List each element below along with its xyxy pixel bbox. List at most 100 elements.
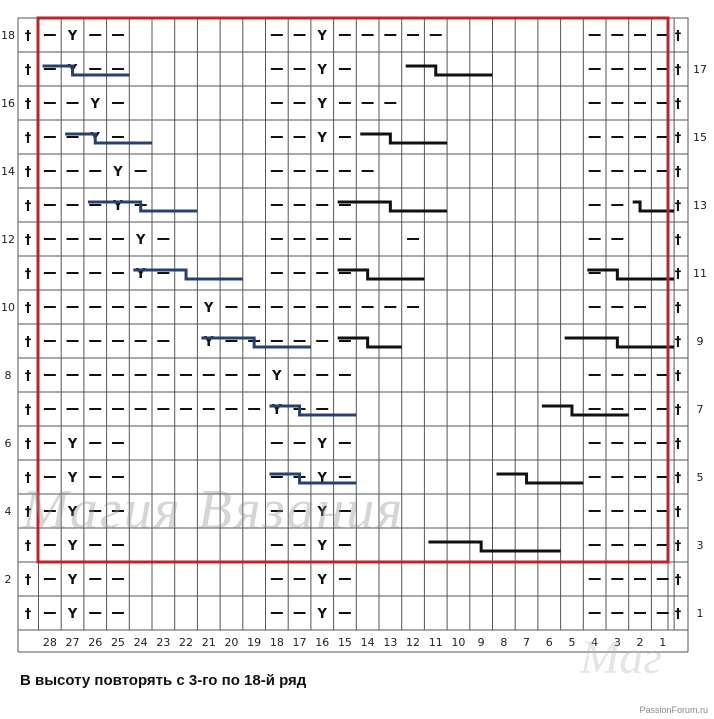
column-label: 25 (111, 636, 125, 649)
yarn-over-stitch: Y (67, 539, 78, 554)
cable-line-black (587, 268, 675, 281)
yarn-over-stitch: Y (67, 607, 78, 622)
edge-stitch: † (25, 403, 32, 418)
column-label: 24 (134, 636, 148, 649)
edge-stitch: † (675, 29, 682, 44)
column-label: 18 (270, 636, 284, 649)
row-label-right: 7 (697, 403, 704, 416)
column-label: 5 (568, 636, 575, 649)
yarn-over-stitch: Y (67, 29, 78, 44)
row-label-right: 13 (693, 199, 707, 212)
cable-line-black (496, 472, 584, 485)
column-label: 14 (361, 636, 375, 649)
row-label-right: 11 (693, 267, 707, 280)
edge-stitch: † (25, 165, 32, 180)
edge-stitch: † (25, 437, 32, 452)
row-label-left: 14 (1, 165, 15, 178)
yarn-over-stitch: Y (135, 267, 146, 282)
yarn-over-stitch: Y (112, 199, 123, 214)
chart-symbols: † † Y Y † † Y Y † † Y Y † † Y Y † † Y † † Y † † Y † † Y † † Y † † Y † † Y † † Y… (25, 29, 682, 622)
yarn-over-stitch: Y (317, 437, 328, 452)
edge-stitch: † (25, 369, 32, 384)
column-label: 4 (591, 636, 598, 649)
yarn-over-stitch: Y (317, 607, 328, 622)
column-label: 23 (156, 636, 170, 649)
yarn-over-stitch: Y (317, 573, 328, 588)
yarn-over-stitch: Y (67, 573, 78, 588)
edge-stitch: † (25, 131, 32, 146)
yarn-over-stitch: Y (203, 335, 214, 350)
yarn-over-stitch: Y (271, 403, 282, 418)
cable-line-black (337, 200, 448, 213)
yarn-over-stitch: Y (135, 233, 146, 248)
row-label-left: 16 (1, 97, 15, 110)
column-label: 8 (500, 636, 507, 649)
edge-stitch: † (25, 63, 32, 78)
yarn-over-stitch: Y (112, 165, 123, 180)
edge-stitch: † (675, 199, 682, 214)
column-label: 15 (338, 636, 352, 649)
row-label-right: 5 (697, 471, 704, 484)
site-credit: PassionForum.ru (639, 705, 708, 715)
cable-line-black (564, 336, 675, 349)
cable-line-blue (65, 132, 152, 145)
row-label-left: 18 (1, 29, 15, 42)
chart-labels: 28 27 26 25 24 23 22 21 20 19 18 17 16 15 14 13 12 11 10 9 8… (1, 29, 707, 649)
edge-stitch: † (675, 131, 682, 146)
yarn-over-stitch: Y (317, 131, 328, 146)
yarn-over-stitch: Y (90, 97, 101, 112)
edge-stitch: † (675, 335, 682, 350)
row-label-left: 8 (5, 369, 12, 382)
edge-stitch: † (675, 403, 682, 418)
column-label: 16 (315, 636, 329, 649)
column-label: 10 (451, 636, 465, 649)
cable-line-black (428, 540, 561, 553)
yarn-over-stitch: Y (317, 471, 328, 486)
edge-stitch: † (675, 267, 682, 282)
column-label: 13 (383, 636, 397, 649)
cable-line-blue (269, 404, 357, 417)
edge-stitch: † (675, 63, 682, 78)
row-label-left: 10 (1, 301, 15, 314)
yarn-over-stitch: Y (67, 505, 78, 520)
edge-stitch: † (675, 471, 682, 486)
edge-stitch: † (25, 29, 32, 44)
cable-line-black (405, 64, 493, 77)
yarn-over-stitch: Y (67, 437, 78, 452)
column-label: 9 (478, 636, 485, 649)
column-label: 19 (247, 636, 261, 649)
cable-line-blue (133, 268, 243, 281)
cable-line-black (541, 404, 629, 417)
edge-stitch: † (25, 539, 32, 554)
edge-stitch: † (675, 573, 682, 588)
chart-grid (17, 17, 689, 653)
column-label: 7 (523, 636, 530, 649)
repeat-frame (36, 16, 670, 564)
yarn-over-stitch: Y (317, 539, 328, 554)
column-label: 6 (546, 636, 553, 649)
row-label-left: 12 (1, 233, 15, 246)
edge-stitch: † (25, 267, 32, 282)
cable-line-black (337, 336, 402, 349)
edge-stitch: † (25, 335, 32, 350)
edge-stitch: † (675, 539, 682, 554)
column-label: 3 (614, 636, 621, 649)
edge-stitch: † (25, 607, 32, 622)
edge-stitch: † (25, 233, 32, 248)
column-label: 27 (66, 636, 80, 649)
row-label-right: 9 (697, 335, 704, 348)
column-label: 17 (293, 636, 307, 649)
watermark-fragment: Маг (580, 631, 663, 684)
edge-stitch: † (675, 165, 682, 180)
cable-lines (42, 64, 675, 553)
yarn-over-stitch: Y (317, 63, 328, 78)
repeat-caption: В высоту повторять с 3-го по 18-й ряд (20, 672, 307, 689)
column-label: 12 (406, 636, 420, 649)
row-label-right: 3 (697, 539, 704, 552)
edge-stitch: † (675, 369, 682, 384)
column-label: 28 (43, 636, 57, 649)
edge-stitch: † (675, 97, 682, 112)
edge-stitch: † (25, 505, 32, 520)
cable-line-blue (201, 336, 311, 349)
